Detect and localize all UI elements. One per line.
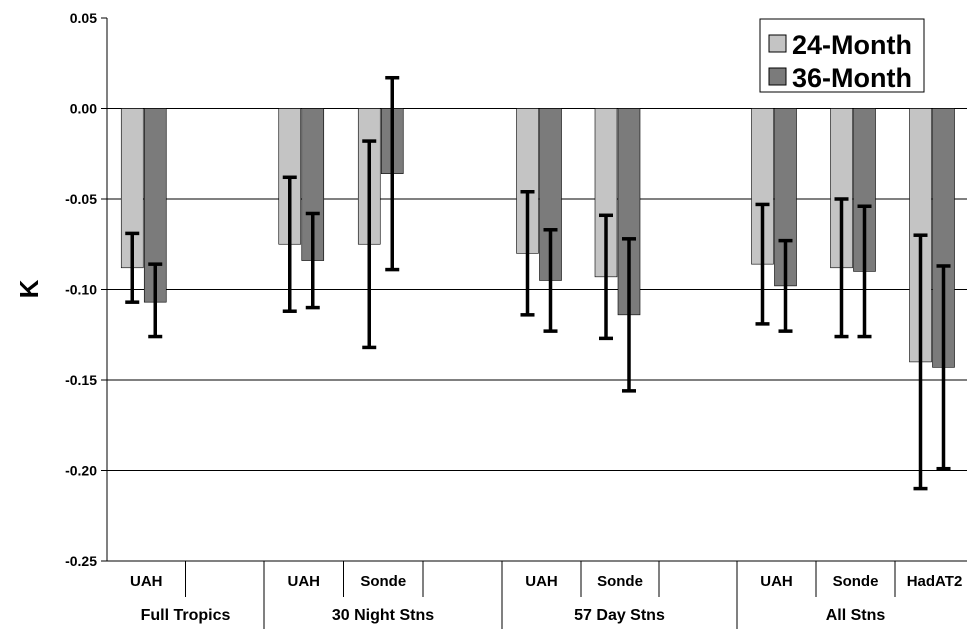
y-tick-label: -0.05 — [65, 191, 97, 207]
bars — [120, 108, 955, 368]
category-label: Sonde — [597, 573, 643, 590]
y-tick-label: -0.15 — [65, 372, 97, 388]
legend-label: 24-Month — [792, 30, 912, 60]
group-label: All Stns — [826, 607, 886, 624]
category-label: HadAT2 — [907, 573, 963, 590]
legend-swatch — [768, 34, 787, 53]
y-tick-label: -0.25 — [65, 553, 97, 569]
y-tick-label: 0.05 — [70, 10, 97, 26]
legend-label: 36-Month — [792, 63, 912, 93]
gridlines — [107, 108, 967, 471]
category-label: UAH — [288, 573, 321, 590]
category-label: UAH — [130, 573, 163, 590]
group-label: 57 Day Stns — [574, 607, 665, 624]
y-axis-label: K — [14, 279, 44, 298]
category-label: Sonde — [833, 573, 879, 590]
group-label: Full Tropics — [141, 607, 231, 624]
x-axis: UAH Full Tropics UAH Sonde 30 Night Stns UAH S… — [107, 560, 967, 629]
y-tick-label: -0.20 — [65, 463, 97, 479]
category-label: Sonde — [360, 573, 406, 590]
y-axis: 0.05 0.00 -0.05 -0.10 -0.15 -0.20 -0.25 — [65, 10, 108, 569]
y-tick-label: 0.00 — [70, 101, 97, 117]
legend-box — [759, 18, 925, 93]
legend-swatch — [768, 67, 787, 86]
category-label: UAH — [760, 573, 793, 590]
category-label: UAH — [525, 573, 558, 590]
error-bars — [125, 75, 951, 491]
group-label: 30 Night Stns — [332, 607, 434, 624]
y-tick-label: -0.10 — [65, 282, 97, 298]
